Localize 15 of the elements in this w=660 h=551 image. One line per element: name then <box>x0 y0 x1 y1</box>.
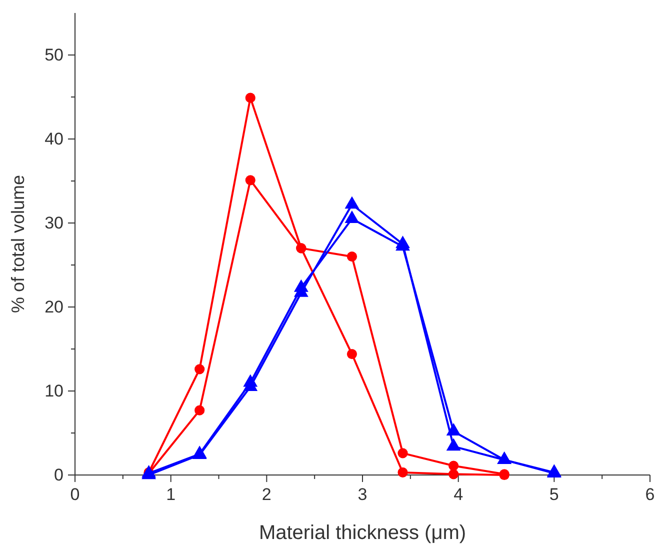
y-tick-label: 20 <box>44 297 64 316</box>
y-tick-label: 10 <box>44 381 64 400</box>
y-axis-title: % of total volume <box>8 174 28 314</box>
x-axis-title: Material thickness (μm) <box>258 522 466 544</box>
y-tick-label: 0 <box>54 465 64 484</box>
x-tick-label: 1 <box>166 485 176 504</box>
x-tick-label: 4 <box>454 485 464 504</box>
x-tick-label: 2 <box>262 485 272 504</box>
x-tick-label: 5 <box>549 485 559 504</box>
x-tick-label: 0 <box>70 485 80 504</box>
y-tick-label: 50 <box>44 45 64 64</box>
x-tick-label: 3 <box>358 485 368 504</box>
x-tick-label: 6 <box>645 485 655 504</box>
y-tick-label: 40 <box>44 129 64 148</box>
y-tick-label: 30 <box>44 213 64 232</box>
